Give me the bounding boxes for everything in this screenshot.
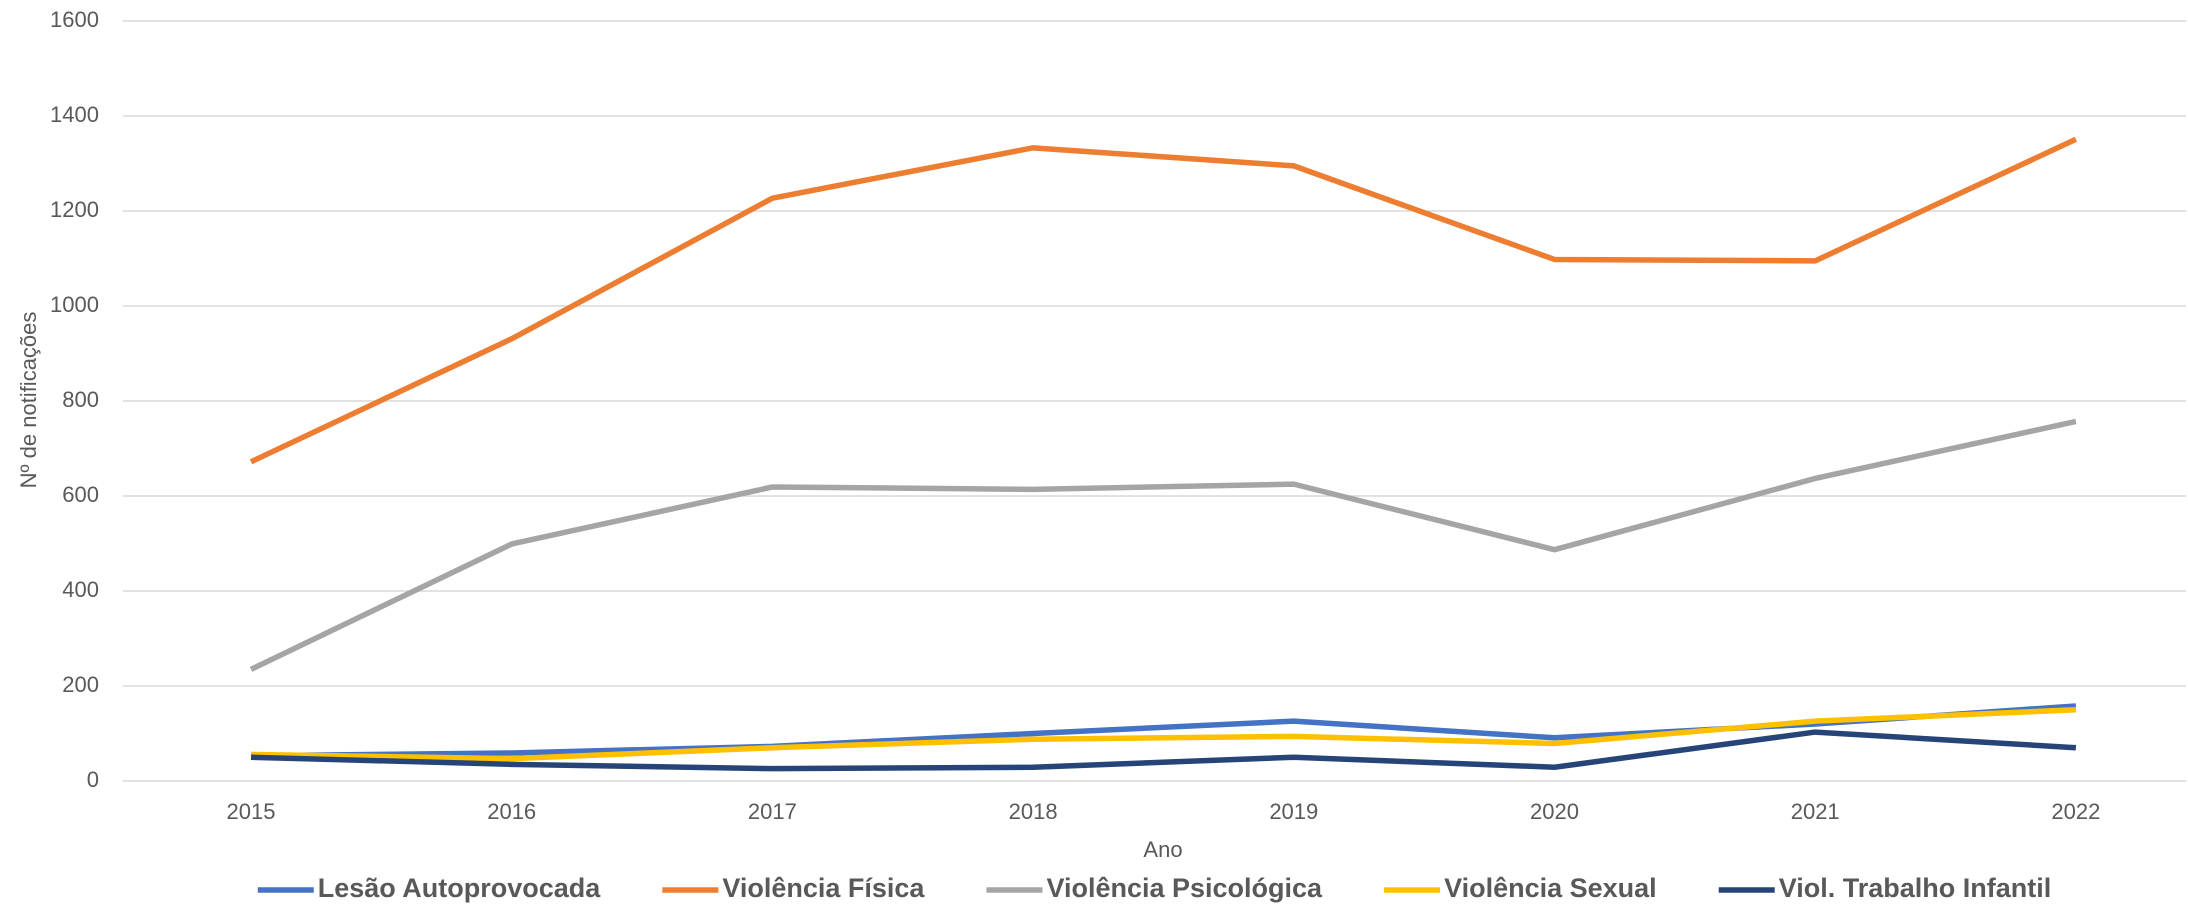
x-axis-title: Ano [1143, 837, 1182, 862]
x-tick-label: 2021 [1791, 799, 1840, 824]
x-tick-label: 2017 [748, 799, 797, 824]
x-tick-label: 2016 [487, 799, 536, 824]
series-line [250, 707, 2077, 762]
y-tick-label: 0 [87, 767, 99, 792]
series-line [249, 418, 2077, 672]
y-tick-label: 1000 [50, 292, 99, 317]
y-tick-label: 800 [62, 387, 99, 412]
legend-text: Violência Sexual [1444, 873, 1657, 903]
y-axis-title: Nº de notificações [16, 312, 41, 489]
legend-text: Lesão Autoprovocada [318, 873, 602, 903]
legend-text: Violência Física [722, 873, 925, 903]
legend-text: Violência Psicológica [1046, 873, 1323, 903]
y-tick-label: 1200 [50, 197, 99, 222]
y-tick-label: 600 [62, 482, 99, 507]
x-tick-label: 2020 [1530, 799, 1579, 824]
y-tick-label: 200 [62, 672, 99, 697]
x-tick-label: 2015 [227, 799, 276, 824]
y-tick-label: 1600 [50, 7, 99, 32]
series-line [249, 136, 2078, 465]
x-tick-label: 2019 [1269, 799, 1318, 824]
series-line [250, 703, 2077, 759]
series-line [250, 729, 2077, 772]
legend-text: Viol. Trabalho Infantil [1779, 873, 2052, 903]
x-tick-label: 2022 [2051, 799, 2100, 824]
x-tick-label: 2018 [1009, 799, 1058, 824]
y-tick-label: 400 [62, 577, 99, 602]
y-tick-label: 1400 [50, 102, 99, 127]
